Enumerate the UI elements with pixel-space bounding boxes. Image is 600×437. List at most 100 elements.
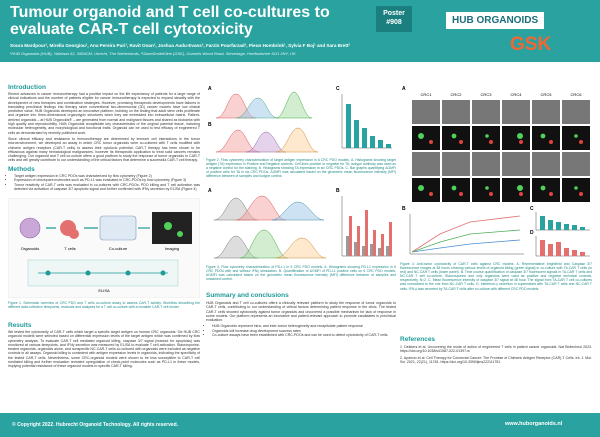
figure-4: A B C D CRC1 CRC2 CRC3 CRC4 CRC5 CRC6	[402, 86, 590, 257]
signal	[429, 140, 433, 144]
micrograph	[532, 152, 560, 176]
micrograph	[442, 100, 470, 124]
figure-caption: Figure 2. Flow cytometry characterizatio…	[206, 158, 396, 179]
bullet: Target antigen expression in CRC PDOs wa…	[14, 174, 200, 178]
micrograph	[412, 178, 440, 202]
signal	[519, 192, 523, 196]
figure-label: Imaging	[165, 246, 179, 251]
authors: Soura Mardpour¹, Mirella Georgiou¹, Ana …	[10, 43, 350, 48]
column-label: CRC3	[481, 92, 493, 97]
website[interactable]: www.huborganoids.nl	[505, 421, 563, 427]
bullet: HUB Organoids represent intra- and inter…	[212, 324, 396, 328]
micrograph	[442, 126, 470, 150]
micrograph	[532, 100, 560, 124]
figure-label: Organoids	[21, 246, 39, 251]
intro-text: Recent advances in cancer immunotherapy …	[8, 92, 200, 165]
footer-band	[0, 413, 600, 437]
panel-label: C	[530, 206, 534, 212]
column-label: CRC1	[421, 92, 433, 97]
paragraph: Since clinical efficacy and resistance t…	[8, 136, 200, 163]
signal	[418, 133, 424, 139]
micrograph	[532, 126, 560, 150]
figure-label: ELISA	[98, 288, 110, 293]
signal	[489, 140, 493, 144]
micrograph	[412, 152, 440, 176]
gsk-logo: GSK	[510, 34, 552, 55]
affiliations: ¹HUB Organoids (HUB), Yalelaan 62, 3584C…	[10, 51, 296, 56]
results-text: We tested the cytotoxicity of CAR-T cell…	[8, 330, 200, 369]
references-list: 1. Dekkers et al. Uncovering the mode of…	[400, 345, 592, 366]
section-heading: References	[400, 336, 436, 343]
column-label: CRC5	[541, 92, 553, 97]
figure-label: Co-culture	[109, 246, 128, 251]
figure-1: Organoids T cells Co-culture Imaging ELI…	[8, 198, 200, 298]
section-heading: Summary and conclusions	[206, 292, 289, 299]
panel-label: B	[208, 122, 212, 128]
column-label: CRC6	[571, 92, 583, 97]
signal	[459, 140, 463, 144]
bullet: Co-culture assays have been established …	[212, 333, 396, 337]
signal	[519, 140, 523, 144]
paragraph: Recent advances in cancer immunotherapy …	[8, 92, 200, 135]
micrograph	[412, 126, 440, 150]
section-heading: Introduction	[8, 84, 46, 91]
micrograph	[532, 178, 560, 202]
column-label: CRC4	[511, 92, 523, 97]
signal	[485, 134, 489, 138]
micrograph	[472, 100, 500, 124]
summary-text: HUB Organoids and T cell co-cultures off…	[206, 301, 396, 337]
poster-badge: Poster #908	[376, 6, 412, 32]
signal	[574, 186, 578, 190]
reference: 1. Dekkers et al. Uncovering the mode of…	[400, 345, 592, 354]
signal	[489, 192, 493, 196]
figure-label: T cells	[64, 246, 75, 251]
hub-logo: HUB ORGANOIDS	[446, 12, 545, 29]
signal	[549, 140, 553, 144]
micrograph	[412, 100, 440, 124]
micrograph	[562, 126, 590, 150]
micrograph	[472, 152, 500, 176]
micrograph	[472, 178, 500, 202]
figure-caption: Figure 1. Schematic overview of CRC PDO …	[8, 301, 200, 310]
micrograph	[502, 152, 530, 176]
micrograph	[442, 178, 470, 202]
micrograph	[472, 126, 500, 150]
header-band	[0, 0, 600, 62]
bullet: Expression of checkpoint molecules such …	[14, 178, 200, 182]
figure-caption: Figure 4. Anti-tumor cytotoxicity of CAR…	[400, 262, 592, 291]
poster-title: Tumour organoid and T cell co-cultures t…	[10, 4, 330, 38]
poster-number: #908	[386, 19, 402, 26]
signal	[451, 185, 457, 191]
column-label: CRC2	[451, 92, 463, 97]
micrograph	[562, 100, 590, 124]
paragraph: HUB Organoids and T cell co-cultures off…	[206, 301, 396, 323]
signal	[540, 185, 546, 191]
signal	[429, 192, 433, 196]
signal	[485, 186, 489, 190]
section-heading: Methods	[8, 166, 35, 173]
micrograph	[562, 178, 590, 202]
signal	[574, 134, 578, 138]
figure-3: A B	[208, 188, 392, 259]
signal	[418, 185, 424, 191]
signal	[459, 192, 463, 196]
signal	[549, 192, 553, 196]
micrograph	[562, 152, 590, 176]
signal	[579, 140, 583, 144]
signal	[517, 133, 523, 139]
micrograph	[442, 152, 470, 176]
poster-label: Poster	[383, 10, 405, 17]
micrograph	[502, 100, 530, 124]
panel-label: D	[530, 230, 534, 236]
panel-label: A	[402, 86, 406, 92]
signal	[451, 133, 457, 139]
signal	[540, 133, 546, 139]
signal	[579, 192, 583, 196]
panel-label: A	[208, 86, 212, 92]
section-heading: Results	[8, 322, 32, 329]
micrograph	[502, 126, 530, 150]
micrograph	[502, 178, 530, 202]
reference: 2. Aparicio et al. Cell Therapy for Colo…	[400, 355, 592, 364]
bullet: Tumor reactivity of CAR-T cells was eval…	[14, 183, 200, 192]
